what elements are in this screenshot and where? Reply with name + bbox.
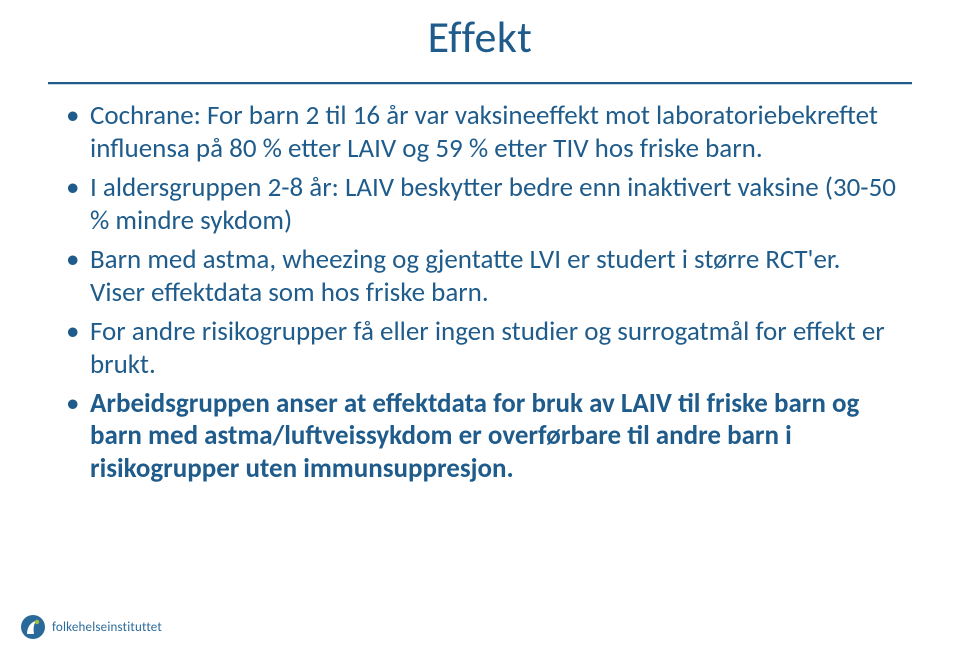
content-area: Cochrane: For barn 2 til 16 år var vaksi… [66,100,896,492]
list-item: Cochrane: For barn 2 til 16 år var vaksi… [66,100,896,166]
list-item: For andre risikogrupper få eller ingen s… [66,316,896,382]
list-item: I aldersgruppen 2-8 år: LAIV beskytter b… [66,172,896,238]
bullet-text: Arbeidsgruppen anser at effektdata for b… [90,387,859,486]
bullet-text: I aldersgruppen 2-8 år: LAIV beskytter b… [90,171,896,237]
slide: Effekt Cochrane: For barn 2 til 16 år va… [0,0,960,654]
list-item: Arbeidsgruppen anser at effektdata for b… [66,388,896,487]
bullet-list: Cochrane: For barn 2 til 16 år var vaksi… [66,100,896,486]
bullet-text: For andre risikogrupper få eller ingen s… [90,315,885,381]
footer-logo: folkehelseinstituttet [20,614,162,640]
bullet-text: Cochrane: For barn 2 til 16 år var vaksi… [90,99,878,165]
list-item: Barn med astma, wheezing og gjentatte LV… [66,244,896,310]
bullet-text: Barn med astma, wheezing og gjentatte LV… [90,243,840,309]
slide-title: Effekt [0,10,960,64]
footer-org-name: folkehelseinstituttet [52,620,162,635]
fhi-logo-icon [20,614,46,640]
title-underline [48,82,912,84]
